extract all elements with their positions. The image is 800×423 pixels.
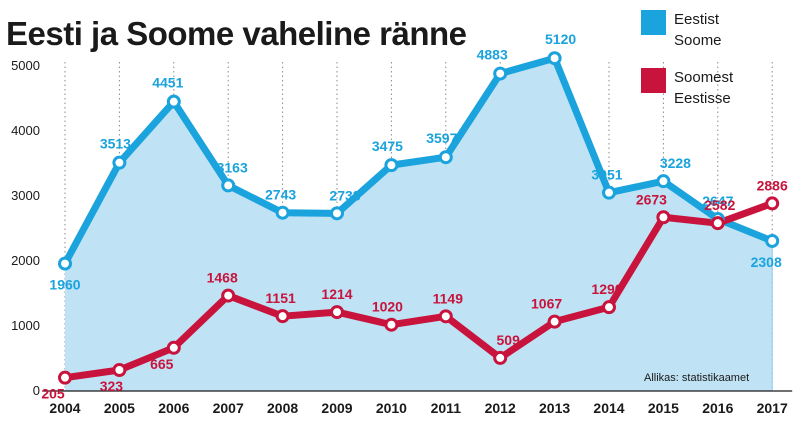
data-label: 2673: [636, 191, 667, 207]
data-label: 2582: [704, 197, 735, 213]
data-point: [438, 150, 453, 165]
data-point: [656, 210, 671, 225]
x-tick-label: 2010: [376, 400, 407, 416]
x-tick-label: 2017: [757, 400, 788, 416]
data-label: 1020: [372, 299, 403, 315]
series-line-1: [61, 199, 776, 382]
y-tick-label: 4000: [11, 123, 40, 138]
data-point: [710, 216, 725, 231]
data-label: 1214: [321, 286, 352, 302]
data-point: [58, 256, 72, 271]
y-tick-label: 0: [33, 383, 40, 398]
y-tick-label: 1000: [11, 318, 40, 333]
data-label: 2647: [702, 193, 733, 209]
data-label: 1290: [591, 281, 622, 297]
data-point: [275, 309, 290, 324]
data-label: 3513: [100, 136, 131, 152]
data-label: 2743: [265, 187, 296, 203]
data-point: [493, 66, 508, 81]
x-tick-label: 2012: [485, 400, 516, 416]
data-point: [602, 185, 616, 200]
data-point: [438, 309, 453, 324]
x-tick-label: 2016: [702, 400, 733, 416]
data-label: 2886: [757, 177, 788, 193]
legend-swatch: [641, 10, 666, 35]
data-point: [602, 300, 616, 315]
data-label: 1149: [433, 290, 464, 306]
x-tick-label: 2004: [49, 400, 80, 416]
data-point: [765, 233, 780, 248]
data-label: 4451: [152, 75, 183, 91]
data-label: 3163: [217, 159, 248, 175]
y-tick-label: 3000: [11, 188, 40, 203]
x-tick-label: 2011: [431, 400, 462, 416]
x-tick-label: 2006: [158, 400, 189, 416]
data-label: 5120: [545, 31, 576, 47]
data-label: 4883: [477, 47, 508, 63]
data-label: 205: [41, 386, 65, 402]
x-tick-label: 2014: [593, 400, 624, 416]
data-point: [166, 94, 181, 109]
chart-title: Eesti ja Soome vaheline ränne: [6, 15, 467, 52]
x-tick-label: 2015: [648, 400, 679, 416]
data-point: [112, 155, 127, 170]
data-label: 509: [497, 332, 521, 348]
x-tick-label: 2005: [104, 400, 135, 416]
data-label: 3228: [660, 155, 691, 171]
data-point: [330, 305, 344, 320]
data-point: [656, 174, 671, 189]
data-label: 1960: [49, 277, 80, 293]
data-labels: 1960 3513 4451 3163 2743 2733 3475 3597 4883 5120…: [41, 31, 788, 401]
legend-label: Soome: [674, 32, 722, 49]
y-tick-label: 5000: [11, 58, 40, 73]
x-tick-label: 2009: [321, 400, 352, 416]
x-tick-label: 2007: [213, 400, 244, 416]
source-note: Allikas: statistikaamet: [644, 372, 749, 384]
x-axis: 2004 2005 2006 2007 2008 2009 2010 2011 2012 2013…: [44, 390, 793, 416]
data-point: [547, 314, 562, 329]
legend-label: Eestist: [674, 11, 720, 28]
legend-swatch: [641, 68, 666, 93]
legend: Eestist Soome Soomest Eestisse: [641, 10, 734, 107]
data-label: 1468: [207, 270, 238, 286]
data-point: [221, 178, 236, 193]
data-label: 665: [150, 356, 174, 372]
legend-label: Soomest: [674, 69, 734, 86]
series-lines: [61, 54, 776, 382]
x-tick-label: 2013: [539, 400, 570, 416]
data-point: [221, 288, 236, 303]
data-point: [765, 196, 780, 211]
data-label: 323: [100, 378, 124, 394]
data-point: [112, 363, 127, 378]
y-axis: 0 1000 2000 3000 4000 5000: [11, 58, 40, 398]
data-point: [384, 317, 399, 332]
series-points: [58, 51, 780, 385]
legend-label: Eestisse: [674, 90, 731, 107]
data-label: 1151: [265, 290, 296, 306]
data-label: 3597: [426, 130, 457, 146]
y-tick-label: 2000: [11, 253, 40, 268]
data-label: 3051: [591, 167, 622, 183]
data-point: [166, 340, 181, 355]
data-label: 2308: [751, 254, 782, 270]
data-point: [58, 370, 72, 385]
data-point: [493, 350, 508, 365]
data-point: [275, 205, 290, 220]
data-label: 3475: [372, 138, 403, 154]
x-tick-label: 2008: [267, 400, 298, 416]
series-line-0: [61, 54, 776, 268]
data-label: 1067: [531, 296, 562, 312]
data-point: [330, 206, 344, 221]
data-label: 2733: [329, 187, 360, 203]
data-point: [547, 51, 562, 66]
data-point: [384, 158, 399, 173]
